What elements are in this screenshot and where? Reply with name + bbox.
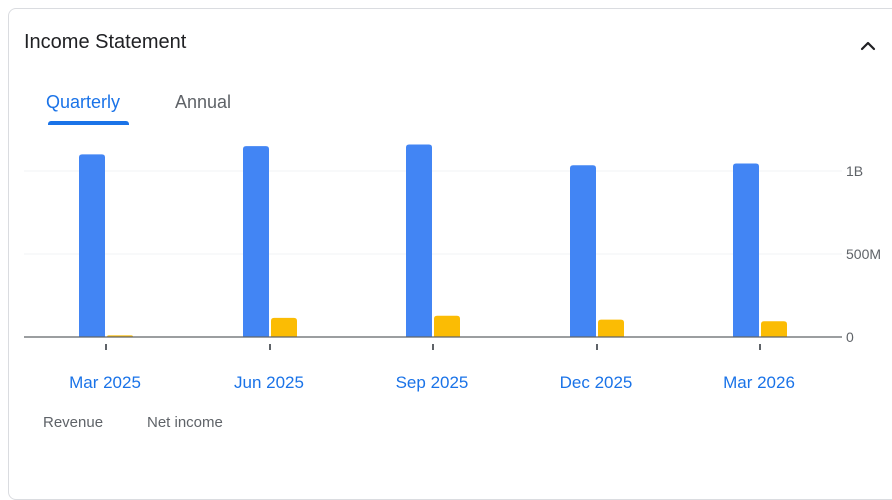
revenue-bar[interactable] [570,165,596,337]
net-income-bar[interactable] [434,315,460,337]
chart-bars [79,144,787,337]
chart-axis: 0 500M 1B Mar 2025 Jun 2025 Sep 2025 Dec 2025 M… [24,163,881,392]
revenue-bar[interactable] [243,146,269,337]
chart-grid [24,170,842,255]
x-tick-label[interactable]: Dec 2025 [560,373,633,392]
tab-active-indicator [48,121,129,125]
card-title: Income Statement [24,31,187,53]
legend-net-income[interactable]: Net income [147,414,223,431]
y-tick-label: 0 [846,329,854,345]
income-chart: 0 500M 1B Mar 2025 Jun 2025 Sep 2025 Dec 2025 M… [24,144,881,392]
net-income-bar[interactable] [271,317,297,337]
net-income-bar[interactable] [761,321,787,337]
legend-revenue[interactable]: Revenue [43,414,104,431]
revenue-bar[interactable] [733,163,759,337]
y-tick-label: 500M [846,246,881,262]
x-tick-label[interactable]: Mar 2025 [69,373,141,392]
tab-quarterly[interactable]: Quarterly [46,92,121,112]
x-tick-label[interactable]: Jun 2025 [234,373,304,392]
x-tick-label[interactable]: Mar 2026 [723,373,795,392]
revenue-bar[interactable] [79,154,105,337]
x-tick-label[interactable]: Sep 2025 [396,373,469,392]
y-tick-label: 1B [846,163,863,179]
net-income-bar[interactable] [598,319,624,337]
revenue-bar[interactable] [406,144,432,337]
chevron-up-icon[interactable] [858,36,878,56]
tab-annual[interactable]: Annual [175,92,232,112]
